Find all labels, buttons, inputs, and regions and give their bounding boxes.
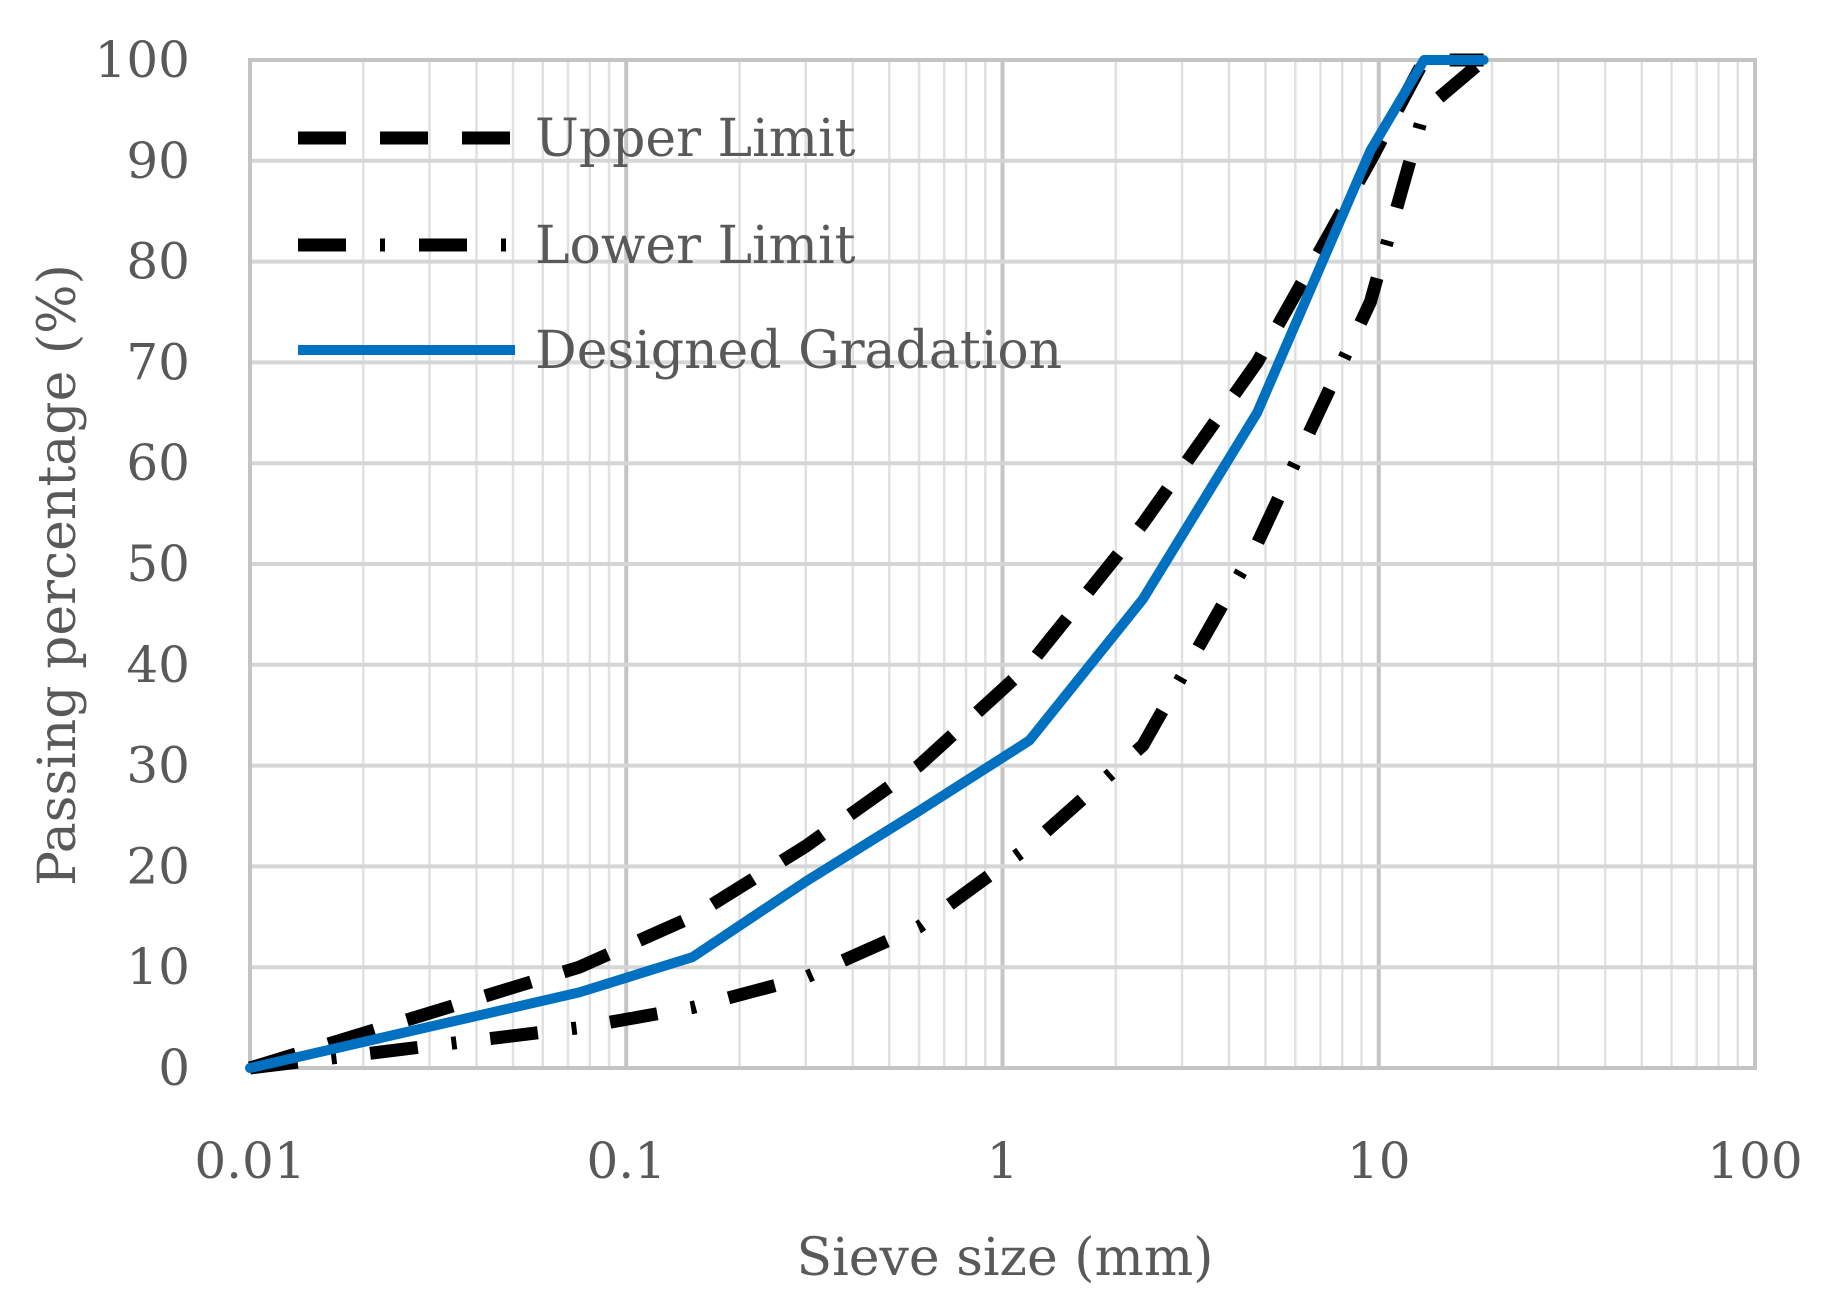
y-tick-label: 50	[126, 535, 190, 593]
x-tick-label: 0.1	[586, 1132, 666, 1190]
y-tick-label: 100	[95, 31, 190, 89]
x-tick-label: 0.01	[194, 1132, 305, 1190]
grid	[248, 58, 1757, 1070]
x-tick-label: 1	[987, 1132, 1019, 1190]
x-tick-label: 10	[1347, 1132, 1411, 1190]
y-tick-label: 90	[126, 132, 190, 190]
plot-frame	[248, 58, 1757, 1070]
plot-border	[248, 58, 1757, 1070]
legend-label-upper-limit: Upper Limit	[535, 109, 856, 169]
tick-labels: 0.01 0.1 1 10 100 0 10 20 30 40 50 60 70 80 90 100	[95, 31, 1803, 1190]
y-tick-label: 10	[126, 938, 190, 996]
y-axis-title: Passing percentage (%)	[28, 264, 88, 886]
legend: Upper Limit Lower Limit Designed Gradation	[298, 109, 1062, 381]
y-tick-label: 60	[126, 434, 190, 492]
legend-label-lower-limit: Lower Limit	[535, 216, 856, 276]
series-lower-limit	[249, 55, 1488, 1075]
y-tick-label: 30	[126, 737, 190, 795]
series-lines	[245, 53, 1489, 1075]
y-tick-label: 20	[126, 837, 190, 895]
series-upper-limit	[248, 53, 1484, 1075]
x-tick-label: 100	[1707, 1132, 1802, 1190]
x-axis-title: Sieve size (mm)	[797, 1228, 1214, 1288]
y-tick-label: 80	[126, 233, 190, 291]
legend-label-designed-gradation: Designed Gradation	[535, 321, 1062, 381]
series-designed-gradation	[245, 55, 1489, 1073]
y-tick-label: 40	[126, 636, 190, 694]
y-tick-label: 70	[126, 333, 190, 391]
y-tick-label: 0	[158, 1039, 190, 1097]
